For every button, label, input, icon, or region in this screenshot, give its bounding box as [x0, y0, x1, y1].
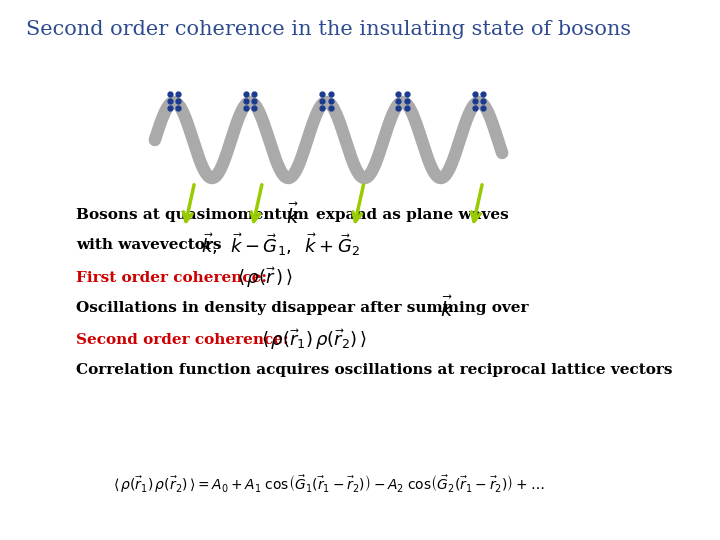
Text: Second order coherence:: Second order coherence:	[76, 333, 289, 347]
Text: Bosons at quasimomentum: Bosons at quasimomentum	[76, 208, 309, 222]
Text: Oscillations in density disappear after summing over: Oscillations in density disappear after …	[76, 301, 528, 315]
Text: $\langle\, \rho(\vec{r}_1)\, \rho(\vec{r}_2)\, \rangle$: $\langle\, \rho(\vec{r}_1)\, \rho(\vec{r…	[261, 328, 367, 353]
Text: $\vec{k},\;\; \vec{k}-\vec{G}_1,\;\; \vec{k}+\vec{G}_2$: $\vec{k},\;\; \vec{k}-\vec{G}_1,\;\; \ve…	[202, 232, 361, 259]
Text: with wavevectors: with wavevectors	[76, 238, 222, 252]
Text: expand as plane waves: expand as plane waves	[316, 208, 508, 222]
Text: Second order coherence in the insulating state of bosons: Second order coherence in the insulating…	[26, 20, 631, 39]
Text: $\langle\, \rho(\vec{r}_1)\, \rho(\vec{r}_2)\, \rangle = A_0 + A_1\; \cos\!\left: $\langle\, \rho(\vec{r}_1)\, \rho(\vec{r…	[113, 474, 544, 495]
Text: $\vec{k}$: $\vec{k}$	[286, 202, 300, 228]
Text: $\vec{k}$: $\vec{k}$	[441, 295, 454, 321]
Text: Correlation function acquires oscillations at reciprocal lattice vectors: Correlation function acquires oscillatio…	[76, 363, 672, 377]
Text: $\langle\, \rho(\vec{r}\,)\, \rangle$: $\langle\, \rho(\vec{r}\,)\, \rangle$	[237, 266, 293, 291]
Text: First order coherence:: First order coherence:	[76, 271, 267, 285]
